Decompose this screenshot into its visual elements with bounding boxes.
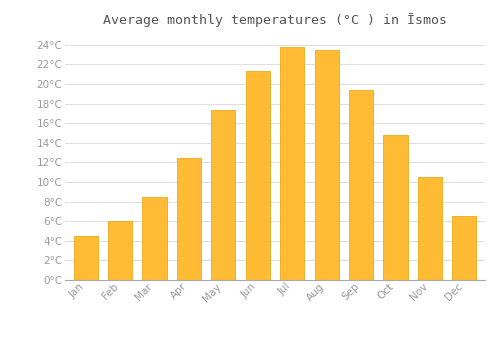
Bar <box>108 221 132 280</box>
Bar <box>212 111 236 280</box>
Bar <box>418 177 442 280</box>
Bar <box>246 71 270 280</box>
Bar <box>452 216 476 280</box>
Bar <box>142 197 167 280</box>
Title: Average monthly temperatures (°C ) in Īsmos: Average monthly temperatures (°C ) in Īs… <box>103 13 447 27</box>
Bar <box>314 50 338 280</box>
Bar <box>177 158 201 280</box>
Bar <box>74 236 98 280</box>
Bar <box>280 47 304 280</box>
Bar <box>384 135 407 280</box>
Bar <box>349 90 373 280</box>
